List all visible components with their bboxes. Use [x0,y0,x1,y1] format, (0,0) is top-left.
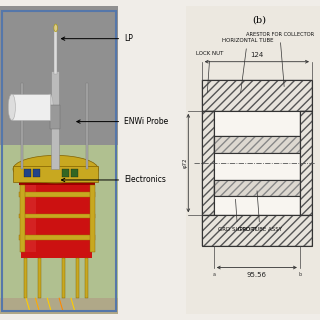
Bar [214,180,300,196]
Ellipse shape [13,156,98,183]
Bar [19,192,95,197]
Text: 95.56: 95.56 [247,272,267,278]
Bar [51,71,59,169]
Text: GRD SUPPORT: GRD SUPPORT [218,199,257,232]
Bar [214,136,300,153]
Bar [300,111,312,215]
Bar [33,169,40,177]
Text: Electronics: Electronics [61,175,166,184]
Ellipse shape [46,94,53,120]
Bar [202,111,214,215]
Text: GRD TUBE ASSY: GRD TUBE ASSY [238,191,282,232]
Bar [71,169,78,177]
Bar [202,80,312,111]
Bar [202,111,214,215]
Bar [76,258,79,298]
Text: LP: LP [61,34,133,43]
Bar [300,111,312,215]
Bar [12,94,50,120]
Text: a: a [212,272,215,277]
Bar [85,258,88,298]
Text: (b): (b) [252,16,267,25]
Bar [50,105,60,129]
Text: φ72: φ72 [183,158,188,168]
Ellipse shape [8,94,15,120]
Bar [24,258,27,298]
Bar [214,136,300,153]
Ellipse shape [54,24,57,32]
Bar [202,215,312,246]
Bar [38,258,41,298]
Bar [61,258,65,298]
Bar [24,169,31,177]
Bar [86,83,88,169]
Bar [21,83,23,169]
Bar [19,214,95,218]
Text: b: b [298,272,301,277]
Text: HORIZONTAL TUBE: HORIZONTAL TUBE [221,38,273,93]
Text: ARESTOR FOR COLLECTOR: ARESTOR FOR COLLECTOR [246,32,314,87]
Bar [20,185,25,252]
Bar [214,111,300,215]
Bar [61,169,69,177]
Bar [0,6,118,145]
Bar [54,31,57,74]
Bar [202,80,312,111]
Bar [202,215,312,246]
Text: ENWi Probe: ENWi Probe [77,117,168,126]
Bar [214,180,300,196]
Bar [13,166,98,181]
Bar [90,185,95,252]
Bar [19,175,95,185]
Text: LOCK NUT: LOCK NUT [196,51,224,93]
Bar [0,298,118,314]
Bar [21,179,92,258]
Text: 124: 124 [250,52,263,58]
Bar [0,145,118,314]
Bar [19,235,95,240]
Bar [24,185,36,252]
